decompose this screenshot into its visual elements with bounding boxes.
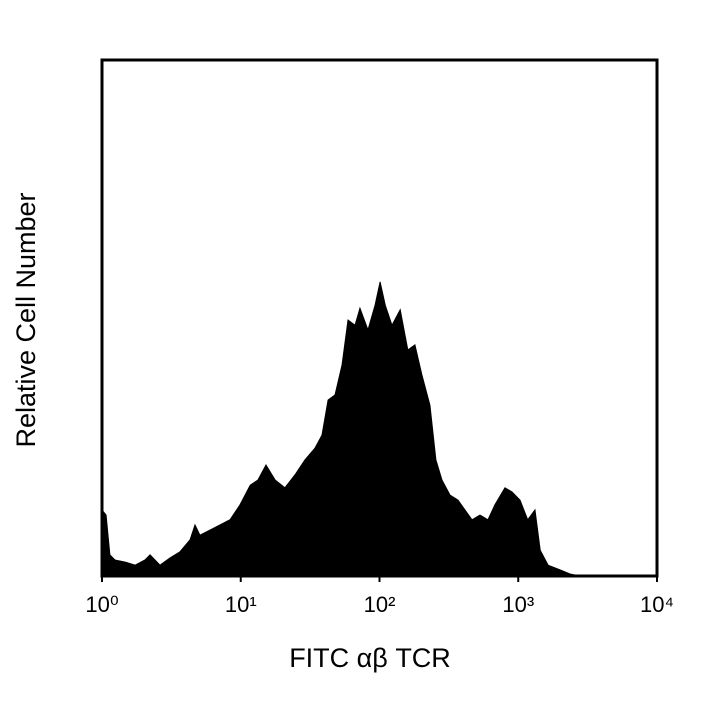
x-tick-label: 10² [364,592,396,617]
x-tick-label: 10¹ [225,592,257,617]
x-axis-label: FITC αβ TCR [289,643,451,673]
x-tick-label: 10⁴ [640,592,674,617]
histogram-area [101,281,657,577]
y-axis-label: Relative Cell Number [11,192,41,447]
x-tick-label: 10³ [502,592,534,617]
x-tick-label: 10⁰ [85,592,118,617]
